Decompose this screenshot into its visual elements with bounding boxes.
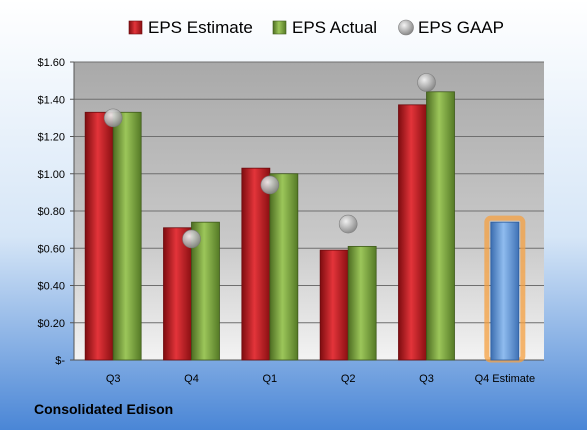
legend-label: EPS GAAP [418, 18, 504, 37]
legend-item-eps-actual: EPS Actual [272, 18, 377, 37]
bar-eps-estimate [241, 167, 271, 361]
legend-label: EPS Actual [292, 18, 377, 37]
x-tick-label: Q3 [106, 373, 121, 385]
bar-eps-actual [426, 91, 455, 361]
bars [84, 91, 526, 363]
x-tick-label: Q4 [184, 373, 199, 385]
bar-forecast [490, 221, 520, 361]
bar-eps-actual [347, 245, 377, 361]
legend-item-eps-gaap: EPS GAAP [398, 18, 504, 37]
gaap-points [103, 73, 436, 249]
grid-lines [74, 61, 544, 361]
y-tick-label: $0.80 [37, 206, 65, 218]
y-tick-label: $0.20 [37, 318, 65, 330]
x-tick-label: Q3 [419, 373, 434, 385]
x-tick-label: Q4 Estimate [475, 373, 536, 385]
x-axis-ticks: Q3 Q4 Q1 Q2 Q3 Q4 Estimate [106, 373, 535, 385]
x-tick-label: Q2 [341, 373, 356, 385]
point-eps-gaap [338, 214, 358, 234]
bar-eps-estimate [84, 111, 114, 361]
legend-label: EPS Estimate [148, 18, 253, 37]
bar-eps-actual [269, 173, 299, 361]
y-tick-label: $0.40 [37, 281, 65, 293]
legend-swatch [398, 19, 414, 36]
legend-swatch [128, 20, 143, 35]
x-tick-label: Q1 [262, 373, 277, 385]
bar-eps-estimate [319, 249, 349, 361]
point-eps-gaap [260, 175, 280, 195]
point-eps-gaap [182, 229, 201, 249]
bar-eps-actual [112, 111, 142, 361]
bar-eps-estimate [398, 104, 427, 361]
legend-item-eps-estimate: EPS Estimate [128, 18, 253, 37]
point-eps-gaap [103, 108, 123, 128]
y-axis-ticks: $- $0.20 $0.40 $0.60 $0.80 $1.00 $1.20 $1.40 $1.… [37, 57, 544, 367]
y-tick-label: $1.60 [37, 57, 65, 69]
y-tick-label: $1.20 [37, 132, 65, 144]
bar-eps-estimate [163, 227, 192, 361]
y-tick-label: $0.60 [37, 243, 65, 255]
legend: EPS Estimate EPS Actual EPS GAAP [128, 18, 504, 37]
legend-swatch [272, 20, 287, 35]
y-tick-label: $1.40 [37, 94, 65, 106]
y-tick-label: $- [55, 355, 65, 367]
point-eps-gaap [417, 73, 436, 92]
y-tick-label: $1.00 [37, 169, 65, 181]
company-name: Consolidated Edison [34, 401, 174, 417]
